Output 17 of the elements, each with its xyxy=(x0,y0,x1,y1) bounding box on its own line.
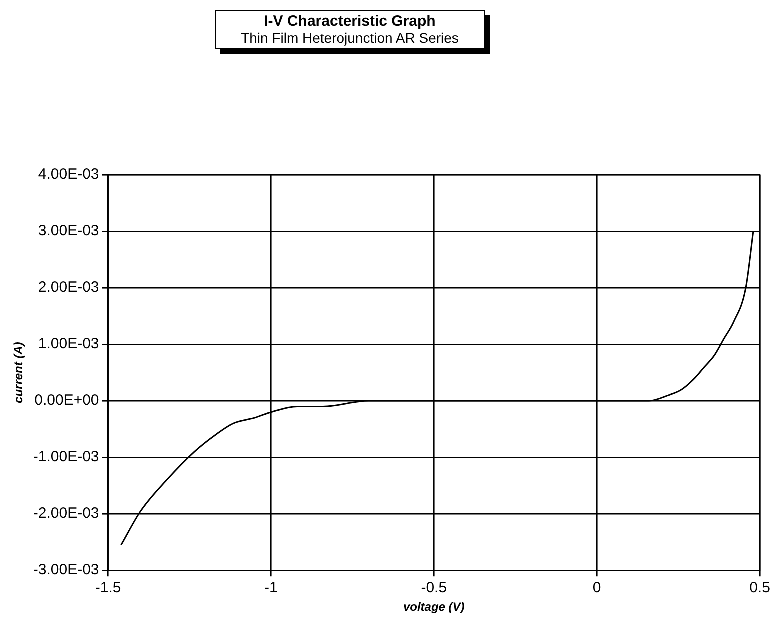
x-tick-label: -0.5 xyxy=(421,580,448,597)
x-tick-label: -1.5 xyxy=(95,580,122,597)
y-tick-label: 3.00E-03 xyxy=(38,222,100,240)
y-tick-label: 4.00E-03 xyxy=(38,166,100,184)
x-axis-title: voltage (V) xyxy=(403,600,465,614)
chart-title: I-V Characteristic Graph xyxy=(263,13,437,30)
y-tick-label: -2.00E-03 xyxy=(33,505,100,522)
y-tick-label: -3.00E-03 xyxy=(33,562,100,579)
x-tick-label: 0.5 xyxy=(750,580,770,597)
chart-subtitle: Thin Film Heterojunction AR Series xyxy=(240,30,460,46)
y-tick-label: 1.00E-03 xyxy=(38,336,100,353)
x-tick-label: 0 xyxy=(592,580,602,597)
y-tick-label: 0.00E+00 xyxy=(34,392,100,410)
y-tick-label: -1.00E-03 xyxy=(33,448,100,466)
y-axis-title: current (A) xyxy=(12,342,26,404)
x-tick-label: -1 xyxy=(264,580,278,597)
y-tick-label: 2.00E-03 xyxy=(38,279,100,296)
